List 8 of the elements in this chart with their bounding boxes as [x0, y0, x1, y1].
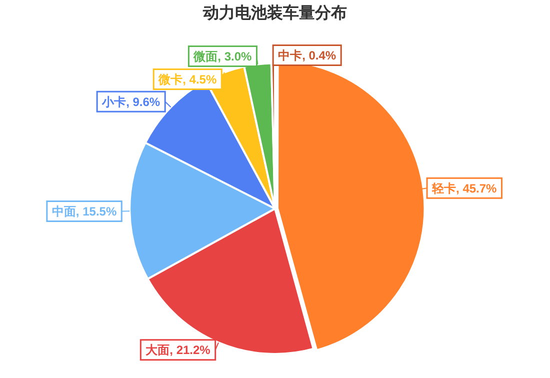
slice-label: 中卡, 0.4%: [278, 48, 336, 63]
slice-label: 微卡, 4.5%: [158, 72, 217, 87]
chart-title: 动力电池装车量分布: [202, 4, 347, 22]
slice-label: 中面, 15.5%: [52, 204, 117, 219]
slice-label: 微面, 3.0%: [192, 50, 252, 64]
slice-label: 轻卡, 45.7%: [431, 181, 498, 196]
slice-label: 小卡, 9.6%: [101, 94, 160, 109]
slice-label: 大面, 21.2%: [146, 343, 211, 358]
